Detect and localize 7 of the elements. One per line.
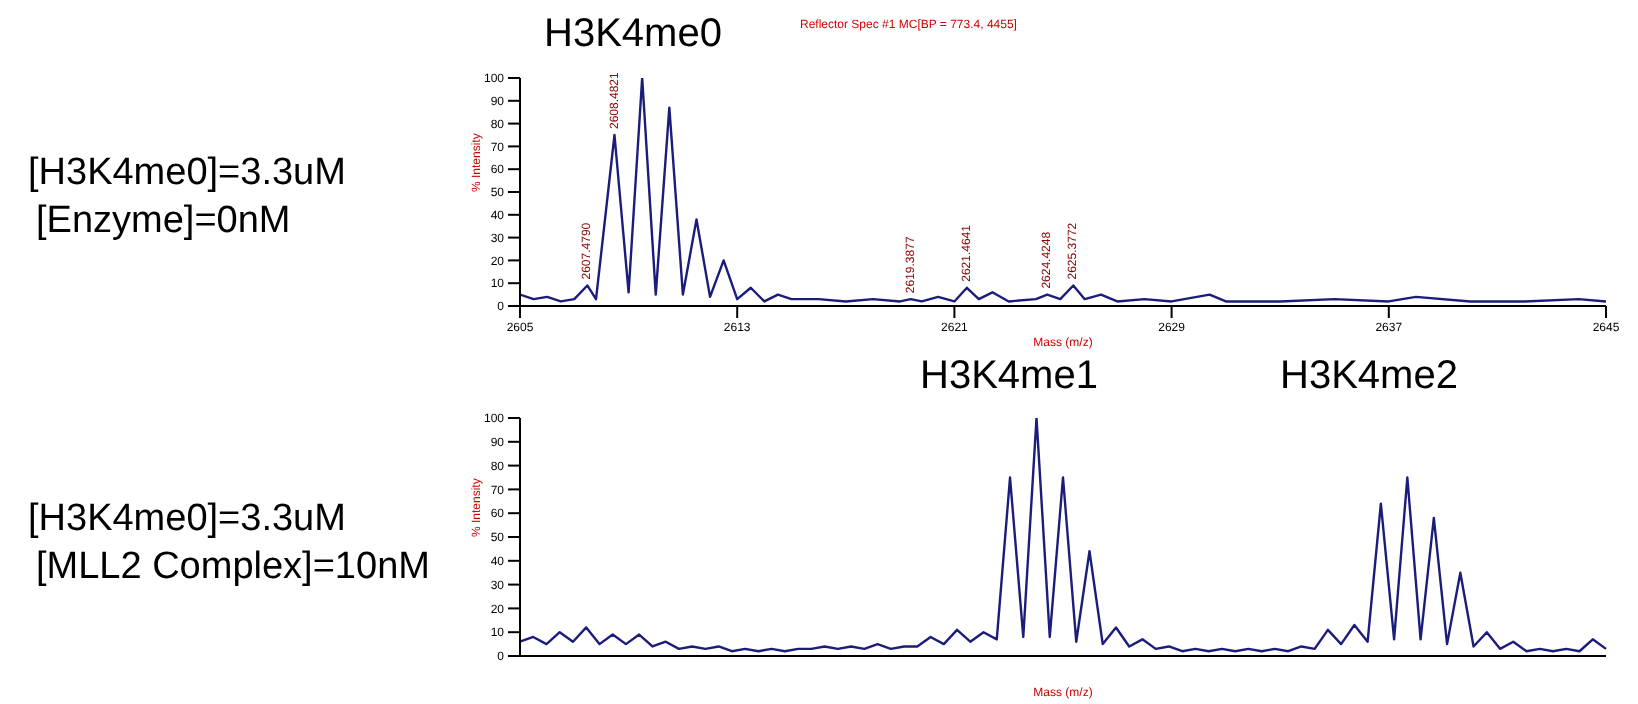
- chart-title: H3K4me0: [544, 12, 722, 58]
- text: [H3K4me0]=3.3uM: [28, 150, 346, 198]
- text: [Enzyme]=0nM: [36, 198, 293, 246]
- text: [MLL2 Complex]=10nM: [36, 543, 430, 591]
- text: [H3K4me0]=3.3uM: [28, 495, 348, 543]
- text: H3K4me2: [1280, 354, 1458, 400]
- text: H3K4me1: [920, 354, 1098, 400]
